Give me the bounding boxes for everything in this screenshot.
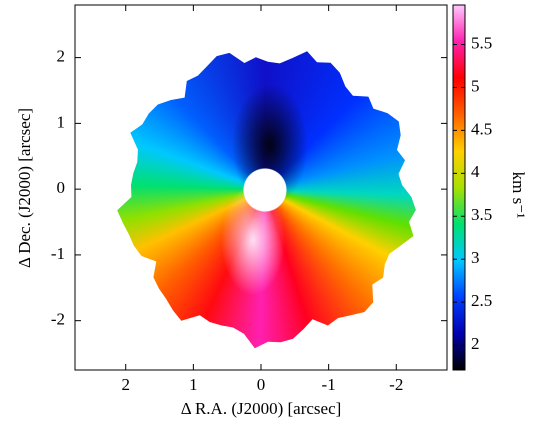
x-tick-label: -1 [322,375,336,394]
plot-frame [74,4,448,371]
y-tick-label: 1 [57,112,66,131]
x-tick-label: 0 [257,375,266,394]
colorbar-tick-label: 5 [471,76,480,95]
colorbar-tick-label: 4.5 [471,119,492,138]
x-axis-label: Δ R.A. (J2000) [arcsec] [181,399,342,418]
colorbar-tick-label: 2.5 [471,291,492,310]
colorbar-label: km s⁻¹ [509,172,528,219]
x-tick-label: 2 [121,375,130,394]
y-tick-label: 0 [57,178,66,197]
colorbar-tick-label: 3 [471,248,480,267]
y-tick-label: -2 [51,310,65,329]
colorbar-tick-label: 5.5 [471,33,492,52]
y-axis-label: Δ Dec. (J2000) [arcsec] [15,108,34,268]
colorbar [452,4,466,371]
x-tick-label: -2 [389,375,403,394]
y-tick-label: 2 [57,47,66,66]
x-tick-label: 1 [189,375,198,394]
colorbar-tick-label: 3.5 [471,205,492,224]
colorbar-tick-label: 2 [471,334,480,353]
y-tick-label: -1 [51,244,65,263]
colorbar-tick-label: 4 [471,162,480,181]
